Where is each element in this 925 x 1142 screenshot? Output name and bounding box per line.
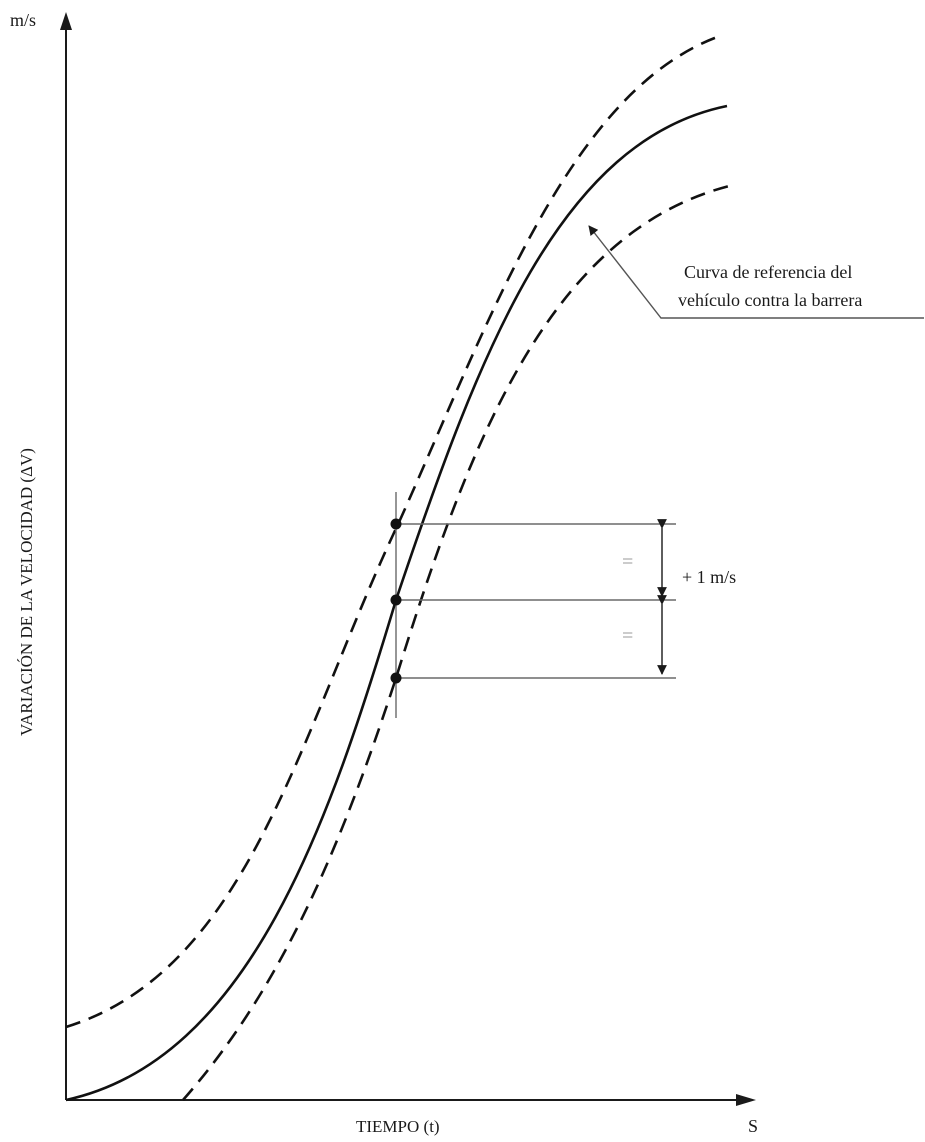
reference-curve-label-line1: Curva de referencia del [684,262,852,282]
lower-point [390,672,402,684]
reference-point [390,594,402,606]
upper-corridor-curve [65,34,721,1029]
x-axis-arrowhead [736,1094,756,1106]
equal-sign-lower: = [622,625,633,647]
upper-point [390,518,402,530]
tolerance-label: + 1 m/s [682,567,736,587]
y-axis-label: VARIACIÓN DE LA VELOCIDAD (ΔV) [17,448,36,736]
reference-curve-label-line2: vehículo contra la barrera [678,290,862,310]
equal-sign-upper: = [622,551,633,573]
lower-corridor-curve [182,183,734,1101]
y-axis-arrowhead [60,12,72,30]
y-axis-unit: m/s [10,10,36,30]
x-axis-label: TIEMPO (t) [356,1117,440,1136]
callout-leader-line [588,225,924,319]
x-axis-unit: S [748,1116,758,1136]
